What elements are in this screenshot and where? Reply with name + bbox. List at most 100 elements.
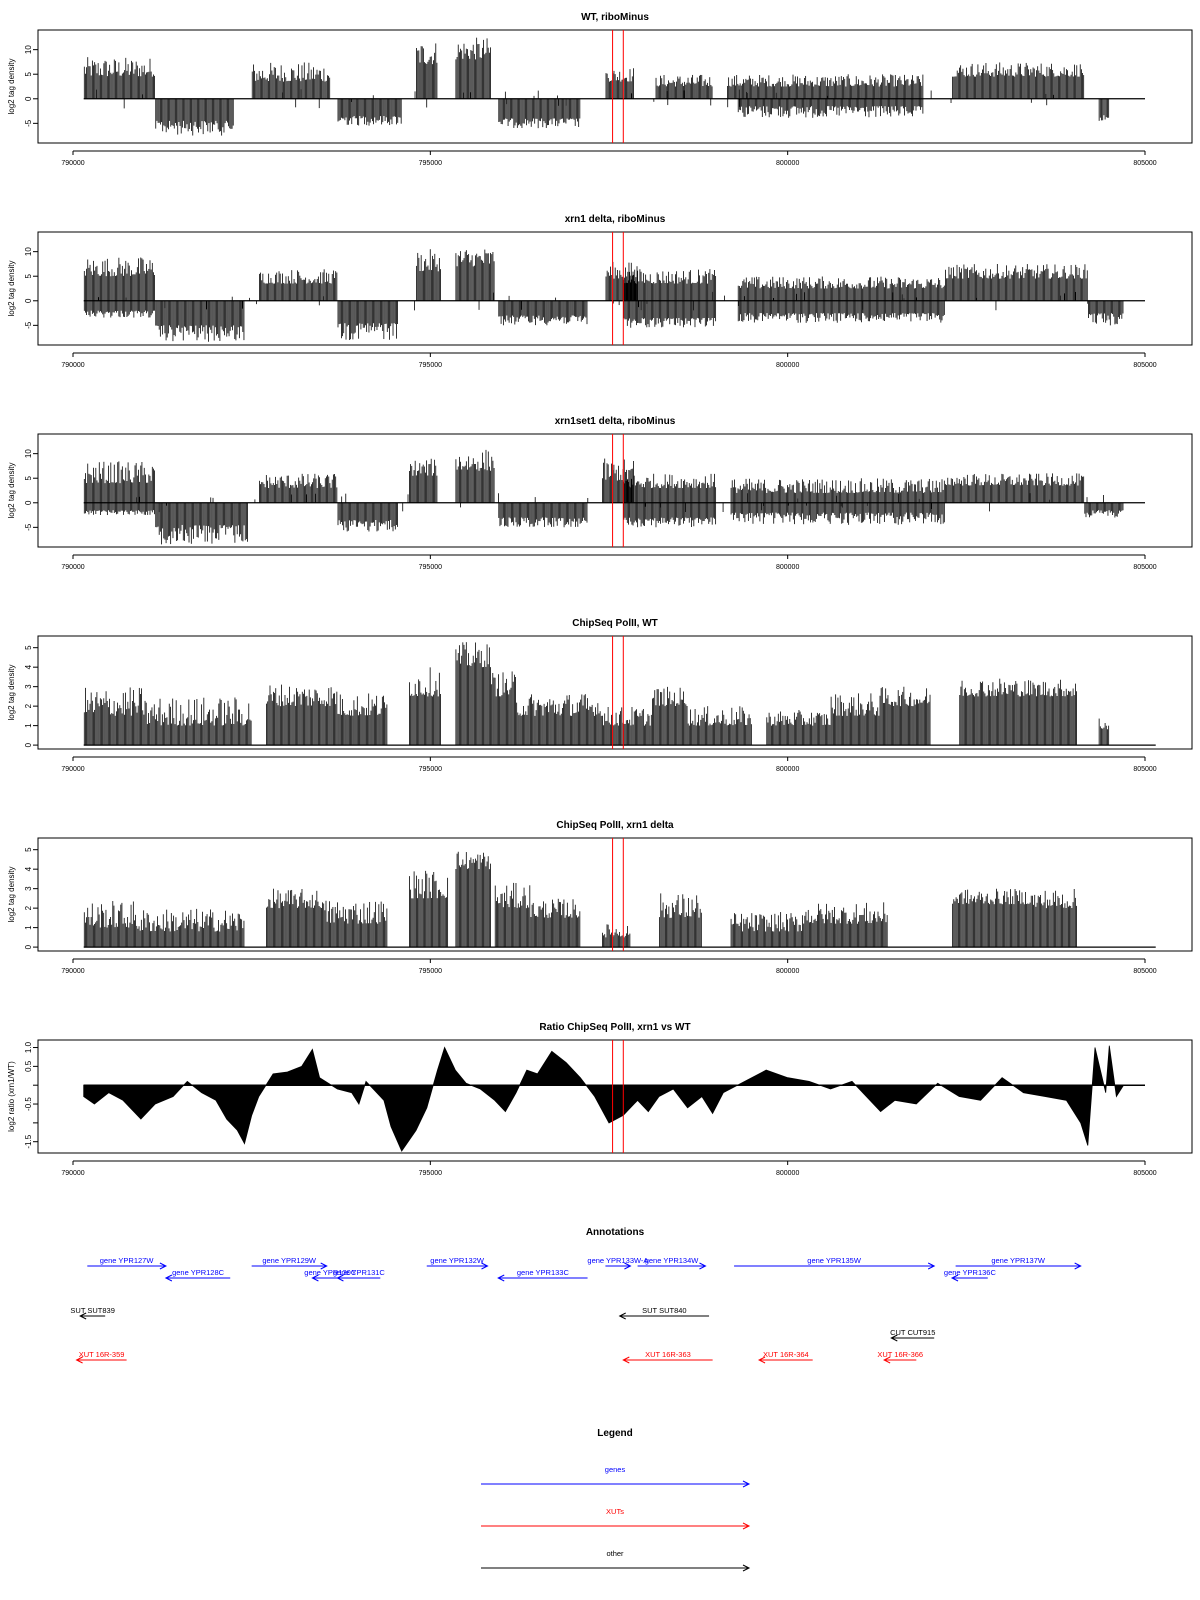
data-series-segment	[602, 458, 634, 503]
chart-title: ChipSeq PolII, xrn1 delta	[556, 820, 674, 831]
data-series-segment	[455, 851, 491, 948]
data-series-segment	[83, 300, 156, 318]
data-series-segment	[530, 898, 581, 948]
y-tick-label: 5	[24, 645, 33, 650]
x-tick-label: 800000	[776, 160, 799, 167]
data-series-segment	[652, 686, 688, 746]
x-tick-label: 805000	[1133, 766, 1156, 773]
data-series-segment	[730, 478, 945, 503]
data-series-segment	[409, 870, 449, 948]
data-series-segment	[498, 502, 588, 528]
x-tick-label: 795000	[419, 968, 442, 975]
data-series-segment	[83, 901, 138, 948]
data-series-segment	[727, 74, 924, 99]
x-tick-label: 790000	[61, 160, 84, 167]
data-series-segment	[491, 671, 516, 746]
data-series-segment	[83, 461, 156, 503]
data-series-segment	[337, 693, 388, 746]
data-series-segment	[737, 98, 924, 118]
y-axis-label: log2 tag density	[7, 462, 16, 518]
y-tick-label: 5	[24, 71, 33, 76]
chart-panel-3: xrn1set1 delta, riboMinus -5 0 5 10 log2 tag …	[7, 416, 1193, 571]
y-axis-label: log2 tag density	[7, 58, 16, 114]
x-tick-label: 795000	[419, 160, 442, 167]
y-tick-label: 5	[24, 847, 33, 852]
data-series-segment	[959, 678, 1017, 746]
chart-title: WT, riboMinus	[581, 12, 649, 23]
x-tick-label: 805000	[1133, 968, 1156, 975]
y-tick-label: 10	[24, 449, 33, 458]
y-axis-label: log2 tag density	[7, 260, 16, 316]
data-series-segment	[730, 502, 945, 525]
data-series-segment	[144, 697, 252, 746]
data-series-segment	[737, 300, 945, 323]
y-tick-label: 4	[24, 664, 33, 669]
x-tick-label: 795000	[419, 362, 442, 369]
data-series-segment	[83, 257, 156, 301]
y-tick-label: 4	[24, 866, 33, 871]
chart-title: ChipSeq PolII, WT	[572, 618, 658, 629]
y-tick-label: -5	[24, 321, 33, 329]
y-tick-label: 10	[24, 247, 33, 256]
data-series-segment	[605, 261, 638, 301]
data-series-segment	[455, 37, 491, 99]
data-series-segment	[455, 249, 495, 301]
data-series-segment	[83, 502, 156, 516]
chart-title: xrn1set1 delta, riboMinus	[555, 416, 676, 427]
data-series-segment	[516, 694, 602, 746]
data-series-segment	[337, 300, 399, 340]
data-series-segment	[337, 98, 402, 126]
y-tick-label: 0	[24, 944, 33, 949]
y-tick-label: 3	[24, 684, 33, 689]
data-series-segment	[416, 249, 441, 301]
data-series-segment	[766, 710, 831, 746]
y-tick-label: 0	[24, 500, 33, 505]
y-tick-label: 0	[24, 742, 33, 747]
y-tick-label: 2	[24, 703, 33, 708]
x-tick-label: 805000	[1133, 160, 1156, 167]
data-series-segment	[623, 269, 717, 301]
y-tick-label: 1	[24, 925, 33, 930]
chart-panel-4: ChipSeq PolII, WT 0 1 2 3 4 5 log2 tag density 7…	[7, 618, 1193, 773]
y-axis-label: log2 tag density	[7, 866, 16, 922]
data-series-segment	[1088, 300, 1124, 326]
data-series-segment	[830, 693, 881, 746]
data-series-segment	[730, 912, 802, 948]
y-tick-label: 0	[24, 96, 33, 101]
x-tick-label: 805000	[1133, 362, 1156, 369]
data-series-segment	[455, 449, 495, 503]
y-axis-label: log2 tag density	[7, 664, 16, 720]
data-series-segment	[880, 686, 931, 746]
data-series-segment	[266, 888, 323, 948]
data-series-segment	[251, 62, 331, 99]
data-series-segment	[323, 900, 388, 948]
data-series-segment	[266, 684, 338, 746]
x-tick-label: 795000	[419, 564, 442, 571]
chart-panel-1: WT, riboMinus -5 0 5 10 log2 tag density 79000…	[7, 12, 1193, 167]
data-series-segment	[659, 893, 702, 948]
x-tick-label: 795000	[419, 766, 442, 773]
x-tick-label: 790000	[61, 968, 84, 975]
data-series-segment	[1098, 98, 1110, 121]
chart-panel-2: xrn1 delta, riboMinus -5 0 5 10 log2 tag dens…	[7, 214, 1193, 369]
data-series-segment	[83, 687, 145, 746]
chart-title: xrn1 delta, riboMinus	[565, 214, 666, 225]
data-series-segment	[498, 300, 588, 326]
data-series-segment	[155, 98, 234, 136]
data-series-segment	[655, 74, 713, 99]
data-series-segment	[952, 62, 1085, 99]
data-series-segment	[737, 276, 945, 301]
data-series-segment	[498, 98, 581, 129]
data-series-segment	[409, 458, 438, 503]
data-series-segment	[416, 43, 438, 99]
y-tick-label: 2	[24, 905, 33, 910]
y-tick-label: -5	[24, 119, 33, 127]
x-tick-label: 790000	[61, 564, 84, 571]
chart-panel-5: ChipSeq PolII, xrn1 delta 0 1 2 3 4 5 log2 tag …	[7, 820, 1193, 975]
data-series-segment	[494, 882, 531, 948]
x-tick-label: 800000	[776, 362, 799, 369]
data-series-segment	[155, 300, 245, 342]
data-series-segment	[687, 706, 752, 746]
data-series-segment	[258, 473, 338, 503]
x-tick-label: 790000	[61, 766, 84, 773]
